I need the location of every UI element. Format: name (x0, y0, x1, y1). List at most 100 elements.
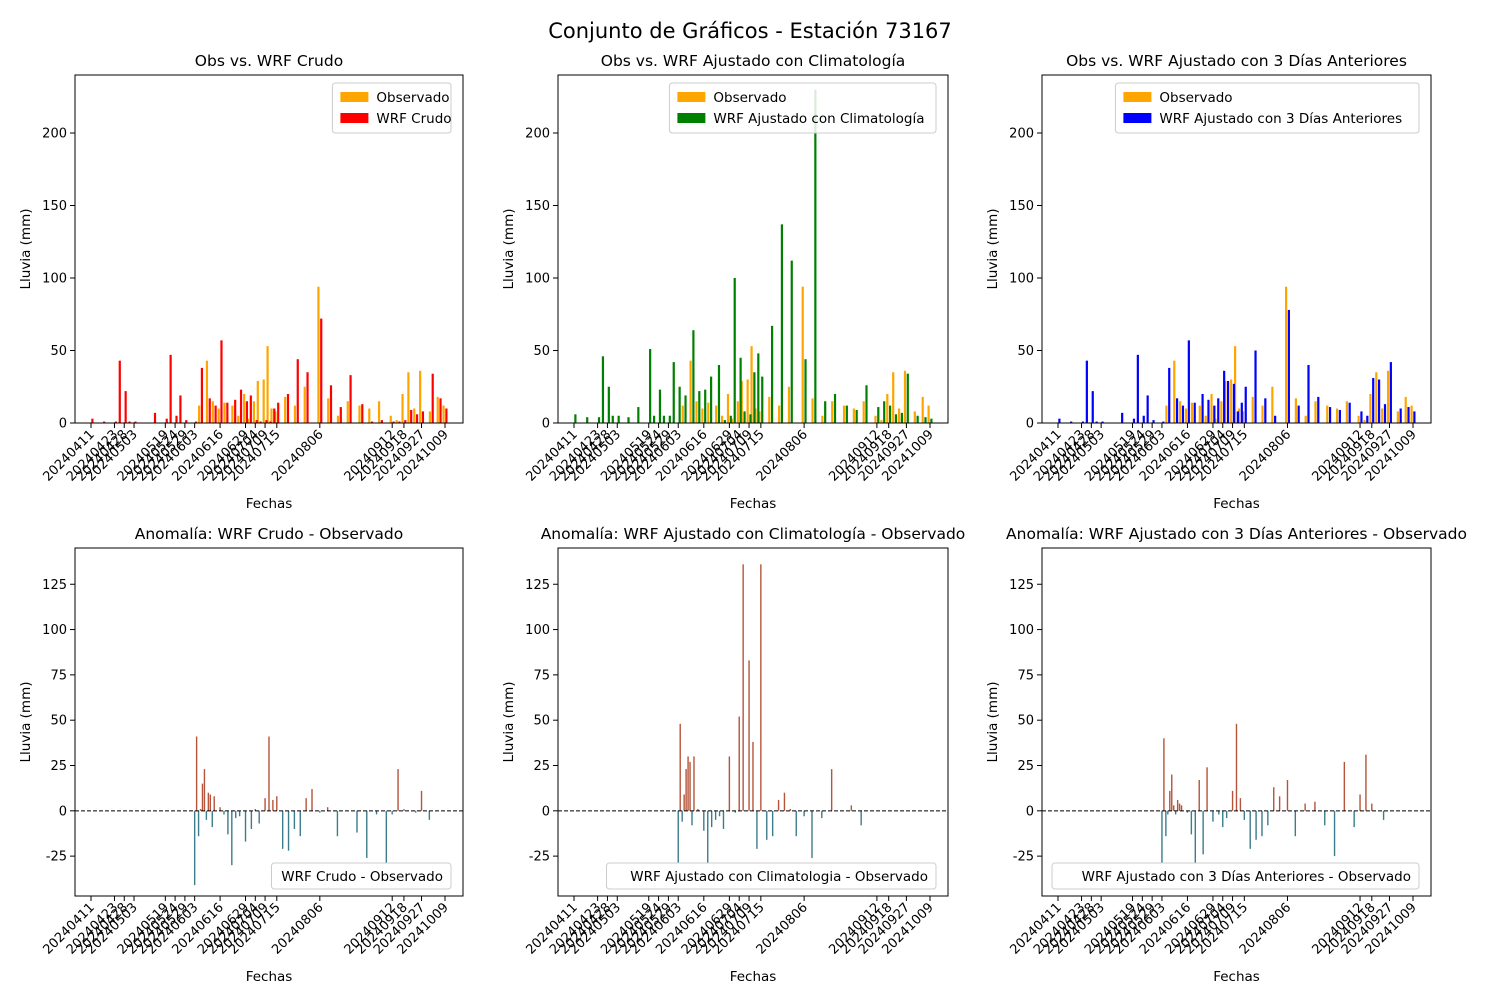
bar-wrf_clim-20241002 (916, 415, 919, 423)
bar-wrf_crudo-20240513 (153, 412, 157, 423)
legend-box (668, 82, 937, 134)
bar-observado-20240915 (1363, 420, 1366, 423)
anomaly-bar-negative-20240612 (211, 810, 213, 828)
bar-observado-20240713 (1237, 408, 1241, 423)
y-tick-label: 75 (50, 668, 67, 683)
anomaly-bar-negative-20240620 (1194, 810, 1196, 864)
bar-observado-20240918 (1369, 394, 1372, 423)
panel-title: Anomalía: WRF Crudo - Observado (135, 525, 404, 543)
bar-wrf_clim-20240519 (649, 349, 652, 423)
bar-observado-20240610 (1173, 360, 1176, 423)
bar-observado-20240921 (1375, 372, 1378, 423)
bar-wrf_clim-20240709 (749, 414, 752, 423)
legend-swatch-wrf_3dias (1123, 113, 1152, 123)
bar-observado-20241006 (921, 396, 924, 423)
anomaly-bar-negative-20240626 (238, 810, 241, 817)
bar-observado-20240918 (401, 394, 404, 423)
legend: WRF Ajustado con Climatologia - Observad… (606, 862, 937, 890)
anomaly-bar-positive-20240604 (679, 723, 681, 811)
bar-wrf_crudo-20240613 (214, 405, 217, 423)
bar-wrf_crudo-20240912 (392, 421, 395, 423)
anomaly-bar-positive-20240611 (209, 794, 211, 811)
legend: Observado WRF Ajustado con Climatología (668, 82, 937, 134)
bar-wrf_3dias-20240715 (1244, 386, 1247, 423)
bar-wrf_crudo-20240901 (370, 421, 374, 423)
anomaly-bar-positive-20240713 (1239, 798, 1242, 811)
y-tick-label: 50 (533, 344, 550, 359)
anomaly-bar-positive-20240727 (783, 792, 786, 811)
bar-wrf_crudo-20240827 (361, 404, 364, 423)
bar-wrf_3dias-20240912 (1360, 411, 1363, 423)
bar-observado-20241002 (428, 411, 432, 423)
bar-wrf_clim-20240701 (733, 278, 736, 423)
anomaly-bar-positive-20240730 (1273, 787, 1275, 811)
bar-wrf_3dias-20240619 (1193, 402, 1196, 423)
bar-wrf_crudo-20240610 (208, 398, 211, 423)
bar-wrf_3dias-20240730 (1274, 415, 1277, 423)
anomaly-bar-negative-20240624 (235, 810, 237, 819)
y-tick-label: 0 (1026, 804, 1034, 819)
anomaly-bar-positive-20240915 (397, 769, 399, 811)
y-tick-label: 50 (1017, 714, 1034, 729)
bar-observado-20240912 (389, 415, 392, 423)
anomaly-bar-positive-20240820 (1314, 801, 1316, 811)
anomaly-bar-negative-20240603 (193, 810, 196, 886)
bar-wrf_crudo-20240526 (179, 395, 182, 423)
bar-observado-20240827 (842, 405, 846, 423)
bar-wrf_clim-20240629 (729, 415, 732, 423)
panel-5: -250255075100125202404112024042320240428… (501, 525, 965, 985)
legend-box (271, 862, 452, 890)
anomaly-bar-negative-20241001 (428, 810, 431, 820)
bar-observado-20240806 (801, 286, 804, 423)
anomaly-bar-positive-20240820 (830, 769, 833, 811)
bar-observado-20240906 (377, 401, 381, 423)
bar-observado-20240725 (778, 405, 781, 423)
anomaly-bar-positive-20240607 (1169, 790, 1171, 811)
anomaly-bar-positive-20240709 (264, 798, 266, 811)
anomaly-bar-negative-20240603 (677, 810, 679, 864)
bar-wrf_clim-20240623 (717, 365, 721, 423)
bar-observado-20240709 (746, 379, 749, 423)
bar-wrf_crudo-20240519 (165, 418, 168, 423)
anomaly-bar-positive-20240613 (1180, 805, 1183, 811)
bar-wrf_crudo-20240927 (421, 411, 425, 423)
y-tick-label: 50 (1017, 344, 1034, 359)
bar-wrf_clim-20240531 (672, 362, 675, 423)
bar-observado-20240709 (1230, 379, 1233, 423)
anomaly-bar-positive-20240606 (683, 794, 685, 811)
bar-wrf_3dias-20240720 (1254, 350, 1257, 423)
bar-wrf_crudo-20240720 (286, 394, 290, 423)
legend-label: WRF Ajustado con Climatología (713, 111, 924, 127)
bar-wrf_3dias-20240603 (1162, 421, 1165, 423)
anomaly-bar-negative-20240618 (1190, 810, 1193, 835)
y-tick-label: 125 (42, 578, 67, 593)
bars-group (91, 286, 448, 423)
anomaly-bar-positive-20240611 (1176, 799, 1179, 811)
bar-observado-20240827 (1326, 405, 1329, 423)
anomaly-bar-negative-20240724 (293, 810, 296, 829)
anomaly-bar-negative-20240702 (734, 810, 736, 813)
bar-observado-20240924 (1381, 408, 1384, 423)
bar-wrf_crudo-20240606 (200, 367, 204, 423)
bar-observado-20240730 (787, 386, 791, 423)
bar-wrf_3dias-20240709 (1232, 383, 1236, 423)
anomaly-bar-negative-20240618 (707, 810, 709, 864)
bar-wrf_clim-20240915 (883, 401, 886, 423)
bar-observado-20240720 (284, 396, 287, 423)
bar-wrf_3dias-20240918 (1372, 378, 1375, 423)
bar-observado-20240706 (740, 380, 743, 423)
bar-observado-20240623 (231, 405, 234, 423)
anomaly-bar-positive-20240609 (1173, 805, 1175, 811)
bar-wrf_3dias-20241006 (1407, 407, 1410, 423)
panel-title: Anomalía: WRF Ajustado con Climatología … (541, 525, 966, 543)
anomaly-bar-negative-20240605 (1165, 810, 1167, 837)
bar-wrf_clim-20240521 (652, 415, 656, 423)
bar-wrf_3dias-20240906 (1348, 402, 1351, 423)
bar-observado-20240704 (252, 401, 255, 423)
bar-observado-20240811 (811, 398, 814, 423)
bar-observado-20240915 (880, 420, 883, 423)
anomaly-bar-negative-20240610 (1174, 810, 1177, 815)
y-tick-label: 150 (42, 199, 67, 214)
bar-observado-20240701 (730, 418, 734, 423)
x-axis-label: Fechas (1213, 969, 1260, 985)
